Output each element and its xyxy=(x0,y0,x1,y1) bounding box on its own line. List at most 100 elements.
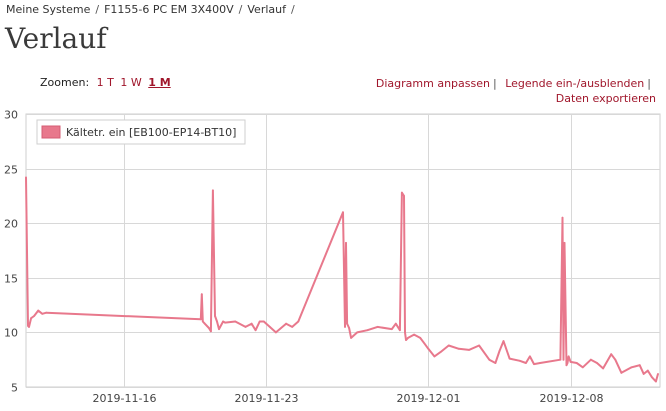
data-point xyxy=(208,327,210,329)
y-tick-label: 5 xyxy=(11,382,18,395)
zoom-option-1-week[interactable]: 1 W xyxy=(120,76,142,89)
breadcrumb-item-systems[interactable]: Meine Systeme xyxy=(6,3,91,16)
data-point xyxy=(590,358,592,361)
data-point xyxy=(610,353,613,356)
data-point xyxy=(244,326,247,328)
data-point xyxy=(646,369,649,372)
breadcrumb-item-history[interactable]: Verlauf xyxy=(247,3,286,16)
data-point xyxy=(498,350,501,352)
legend[interactable]: Kältetr. ein [EB100-EP14-BT10] xyxy=(36,119,246,145)
data-point xyxy=(494,362,497,364)
data-point xyxy=(518,359,521,362)
data-point xyxy=(407,337,409,339)
breadcrumb-item-device[interactable]: F1155-6 PC EM 3X400V xyxy=(104,3,234,16)
legend-swatch xyxy=(41,125,61,139)
data-point xyxy=(562,358,565,361)
x-axis-ticks: 2019-11-16 2019-11-23 2019-12-01 2019-12-08 xyxy=(93,392,604,405)
data-point xyxy=(539,362,541,364)
data-point xyxy=(569,361,572,363)
data-point xyxy=(342,211,344,214)
data-point xyxy=(224,321,227,324)
x-tick-label: 2019-12-08 xyxy=(540,392,604,405)
zoom-label: Zoomen: xyxy=(40,76,90,89)
data-point xyxy=(203,322,206,325)
data-point xyxy=(405,339,407,341)
data-point xyxy=(200,293,203,296)
data-point xyxy=(404,331,406,334)
x-tick-label: 2019-12-01 xyxy=(397,392,461,405)
data-point xyxy=(655,380,657,383)
data-point xyxy=(37,309,40,312)
data-point xyxy=(575,362,578,364)
data-point xyxy=(218,328,220,330)
zoom-option-1-day[interactable]: 1 T xyxy=(96,76,114,89)
data-point xyxy=(423,342,426,345)
data-point xyxy=(413,333,415,336)
data-point xyxy=(212,189,214,192)
data-point xyxy=(614,358,617,361)
adjust-chart-link[interactable]: Diagramm anpassen xyxy=(375,77,490,90)
data-point xyxy=(275,331,277,334)
data-point xyxy=(344,326,346,328)
data-point xyxy=(366,329,369,332)
y-tick-label: 10 xyxy=(4,327,18,340)
data-point xyxy=(348,327,350,329)
data-point xyxy=(268,326,271,328)
data-point xyxy=(488,358,491,361)
data-point xyxy=(401,191,403,194)
data-point xyxy=(25,176,27,179)
toggle-legend-link[interactable]: Legende ein-/ausblenden xyxy=(505,77,645,90)
data-point xyxy=(234,320,237,323)
data-point xyxy=(566,362,569,364)
data-point xyxy=(222,320,225,323)
x-tick-label: 2019-11-16 xyxy=(93,392,157,405)
zoom-option-1-month[interactable]: 1 M xyxy=(148,76,171,89)
data-point xyxy=(433,355,436,358)
data-point xyxy=(262,320,265,323)
data-point xyxy=(565,364,568,367)
data-point xyxy=(350,337,352,339)
y-tick-label: 25 xyxy=(4,164,18,177)
data-point xyxy=(561,216,564,219)
data-point xyxy=(427,347,430,350)
data-point xyxy=(581,366,584,369)
data-point xyxy=(345,242,347,244)
data-point xyxy=(620,371,623,374)
data-point xyxy=(657,373,659,375)
data-point xyxy=(602,367,604,370)
page-title: Verlauf xyxy=(5,22,107,55)
data-point xyxy=(596,362,598,364)
data-point xyxy=(642,373,645,375)
data-point xyxy=(529,355,531,358)
data-point xyxy=(297,320,300,323)
y-tick-label: 30 xyxy=(4,109,18,122)
data-point xyxy=(28,326,30,328)
data-point xyxy=(394,322,397,325)
export-data-link[interactable]: Daten exportieren xyxy=(555,92,656,105)
data-point xyxy=(447,344,450,347)
breadcrumb: Meine Systeme / F1155-6 PC EM 3X400V / Verla… xyxy=(6,3,300,16)
breadcrumb-separator: / xyxy=(238,3,243,16)
data-point xyxy=(478,344,480,347)
data-point xyxy=(439,351,442,353)
data-point xyxy=(285,322,287,325)
data-point xyxy=(254,329,257,332)
x-tick-label: 2019-11-23 xyxy=(235,392,299,405)
data-point xyxy=(258,320,261,323)
data-point xyxy=(250,322,253,325)
data-point xyxy=(376,326,379,328)
data-point xyxy=(33,315,35,317)
data-point xyxy=(41,312,44,315)
data-point xyxy=(559,358,562,361)
data-point xyxy=(356,331,359,334)
data-point xyxy=(525,362,527,364)
data-point xyxy=(45,311,48,314)
data-point xyxy=(533,363,535,365)
data-point xyxy=(502,340,505,342)
legend-label: Kältetr. ein [EB100-EP14-BT10] xyxy=(66,126,236,139)
chart-actions: Diagramm anpassen | Legende ein-/ausblend… xyxy=(356,76,656,106)
legend-box xyxy=(36,119,246,145)
data-point xyxy=(651,376,653,379)
data-point xyxy=(216,320,218,323)
